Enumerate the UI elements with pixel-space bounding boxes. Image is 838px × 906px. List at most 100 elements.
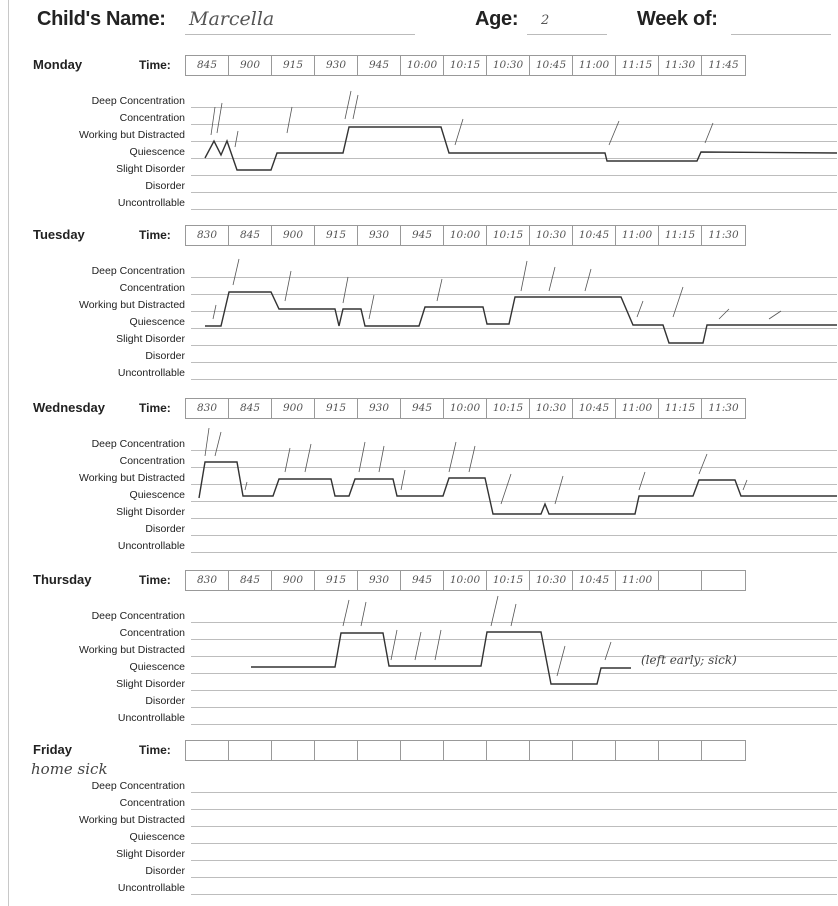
time-cell: 10:45 (573, 226, 616, 245)
time-cell: 11:30 (708, 229, 739, 241)
level-label: Quiescence (129, 146, 185, 158)
age-line (527, 34, 607, 35)
grid-line (191, 894, 837, 895)
time-cell: 900 (272, 226, 315, 245)
time-cell: 10:30 (487, 56, 530, 75)
grid-line (191, 535, 837, 536)
level-label: Slight Disorder (116, 163, 185, 175)
time-cell (229, 741, 272, 760)
level-label: Disorder (145, 180, 185, 192)
time-cell (702, 571, 745, 590)
level-label: Slight Disorder (116, 678, 185, 690)
time-label: Time: (139, 401, 171, 415)
time-cell (616, 741, 659, 760)
time-cell: 11:15 (659, 226, 702, 245)
grid-line (191, 141, 837, 142)
time-cell: 10:00 (401, 56, 444, 75)
grid-line (191, 379, 837, 380)
grid-line (191, 724, 837, 725)
time-cell: 10:30 (530, 571, 573, 590)
day-name: Tuesday (33, 227, 85, 242)
time-cell (444, 741, 487, 760)
time-cell: 11:00 (616, 399, 659, 418)
level-label: Concentration (119, 112, 185, 124)
grid-line (191, 552, 837, 553)
age-value: 2 (541, 13, 550, 28)
time-cell: 900 (272, 399, 315, 418)
grid-line (191, 518, 837, 519)
level-label: Uncontrollable (117, 712, 185, 724)
time-cell: 845 (186, 56, 229, 75)
time-cell (702, 741, 745, 760)
grid-line (191, 158, 837, 159)
level-label: Quiescence (129, 661, 185, 673)
level-label: Slight Disorder (116, 848, 185, 860)
time-row (185, 740, 746, 761)
time-cell: 915 (315, 226, 358, 245)
time-cell: 11:00 (616, 571, 659, 590)
level-label: Quiescence (129, 316, 185, 328)
time-row: 845 900 915 930 945 10:00 10:15 10:30 10… (185, 55, 746, 76)
grid-line (191, 501, 837, 502)
time-cell: 11:00 (573, 56, 616, 75)
level-label: Deep Concentration (91, 95, 185, 107)
grid-line (191, 792, 837, 793)
time-cell: 11:15 (616, 56, 659, 75)
time-cell: 945 (401, 226, 444, 245)
level-label: Slight Disorder (116, 506, 185, 518)
time-label: Time: (139, 58, 171, 72)
time-cell: 830 (186, 226, 229, 245)
level-label: Disorder (145, 695, 185, 707)
behavior-trace (198, 427, 837, 515)
grid-line (191, 690, 837, 691)
level-label: Quiescence (129, 831, 185, 843)
level-grid: Deep Concentration Concentration Working… (9, 265, 838, 385)
time-cell (186, 741, 229, 760)
level-label: Disorder (145, 865, 185, 877)
grid-line (191, 484, 837, 485)
time-cell: 10:30 (530, 226, 573, 245)
time-cell (315, 741, 358, 760)
level-label: Working but Distracted (78, 644, 185, 656)
age-label: Age: (475, 8, 519, 30)
grid-line (191, 345, 837, 346)
time-row: 830 845 900 915 930 945 10:00 10:15 10:3… (185, 570, 746, 591)
grid-line (191, 860, 837, 861)
grid-line (191, 877, 837, 878)
time-cell: 945 (401, 399, 444, 418)
grid-line (191, 311, 837, 312)
week-of-line (731, 34, 831, 35)
time-cell: 11:45 (708, 59, 739, 71)
time-cell: 10:15 (487, 226, 530, 245)
time-cell: 930 (358, 226, 401, 245)
time-cell: 10:45 (573, 399, 616, 418)
friday-note: home sick (31, 760, 108, 778)
level-label: Uncontrollable (117, 540, 185, 552)
grid-line (191, 362, 837, 363)
time-cell: 845 (229, 571, 272, 590)
time-cell: 10:00 (444, 571, 487, 590)
level-grid: Deep Concentration Concentration Working… (9, 780, 838, 900)
time-cell: 845 (229, 226, 272, 245)
time-cell: 915 (315, 571, 358, 590)
behavior-trace (251, 595, 631, 685)
grid-line (191, 707, 837, 708)
grid-line (191, 209, 837, 210)
grid-line (191, 192, 837, 193)
time-cell: 11:30 (708, 402, 739, 414)
child-name-label: Child's Name: (37, 8, 166, 30)
level-label: Concentration (119, 627, 185, 639)
level-label: Deep Concentration (91, 610, 185, 622)
time-cell: 930 (315, 56, 358, 75)
time-cell: 830 (186, 571, 229, 590)
level-label: Uncontrollable (117, 197, 185, 209)
time-cell (401, 741, 444, 760)
level-label: Uncontrollable (117, 367, 185, 379)
level-grid: Deep Concentration Concentration Working… (9, 610, 838, 730)
grid-line (191, 277, 837, 278)
time-row: 830 845 900 915 930 945 10:00 10:15 10:3… (185, 225, 746, 246)
level-label: Uncontrollable (117, 882, 185, 894)
time-cell: 830 (186, 399, 229, 418)
grid-line (191, 467, 837, 468)
grid-line (191, 622, 837, 623)
